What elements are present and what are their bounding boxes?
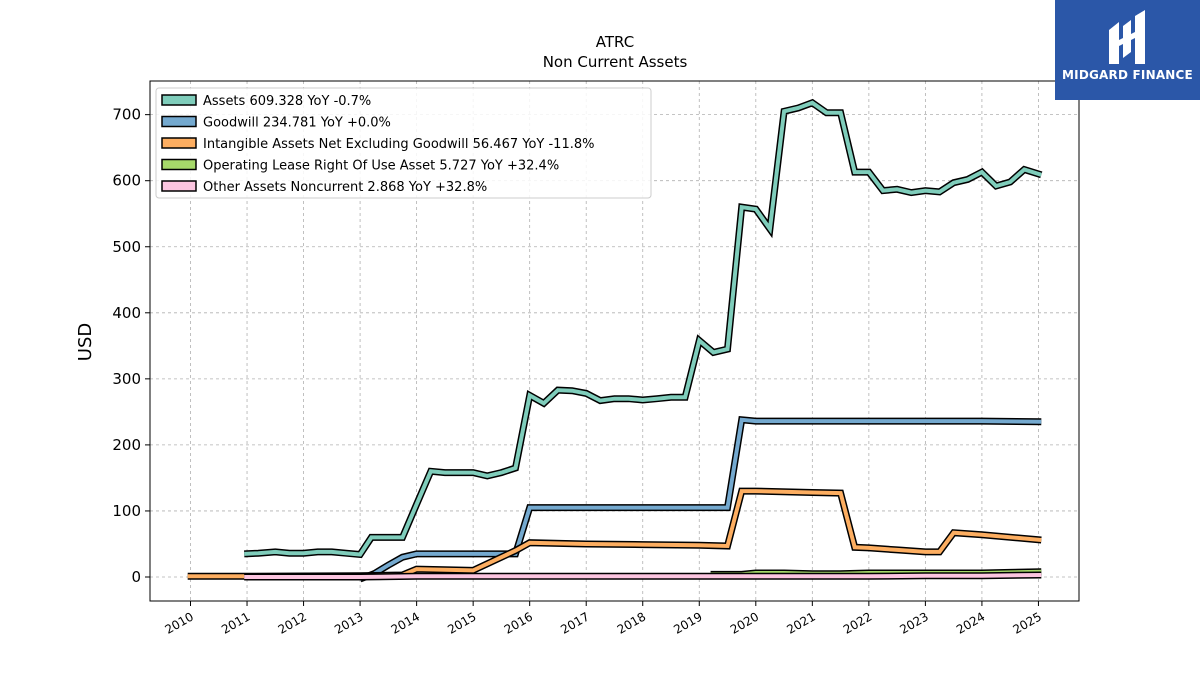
- series-line: [359, 417, 1042, 581]
- series-other-assets-noncurrent: [244, 571, 1042, 581]
- y-tick-label: 300: [112, 370, 141, 388]
- legend-label: Other Assets Noncurrent 2.868 YoY +32.8%: [203, 180, 487, 195]
- y-tick-label: 700: [112, 106, 141, 124]
- legend-swatch: [161, 180, 197, 192]
- x-tick-label: 2016: [502, 609, 535, 636]
- x-tick-label: 2019: [671, 609, 704, 636]
- y-tick-label: 400: [112, 304, 141, 322]
- x-tick-label: 2017: [558, 609, 591, 636]
- x-tick-label: 2012: [276, 609, 309, 636]
- y-axis-label: USD: [75, 323, 96, 361]
- legend-label: Intangible Assets Net Excluding Goodwill…: [203, 137, 594, 152]
- legend-swatch: [161, 137, 197, 149]
- x-tick-label: 2011: [219, 609, 252, 636]
- x-tick-label: 2025: [1010, 609, 1043, 636]
- series-line: [244, 100, 1042, 557]
- midgard-finance-logo: MIDGARD FINANCE: [1055, 0, 1200, 100]
- legend-swatch: [161, 158, 197, 171]
- logo-mark-icon: [1109, 10, 1145, 64]
- y-tick-label: 200: [112, 436, 141, 454]
- legend-label: Assets 609.328 YoY -0.7%: [203, 94, 371, 109]
- logo-text: MIDGARD FINANCE: [1062, 68, 1193, 82]
- x-tick-label: 2014: [389, 609, 422, 636]
- series-intangible-assets-net-excluding-goodwill: [187, 487, 1042, 580]
- y-tick-label: 600: [112, 172, 141, 190]
- legend-label: Operating Lease Right Of Use Asset 5.727…: [203, 159, 559, 174]
- y-axis-ticks: 0 100 200 300 400 500 600 700: [112, 106, 150, 586]
- legend-label: Goodwill 234.781 YoY +0.0%: [203, 116, 391, 131]
- x-tick-label: 2013: [332, 609, 365, 636]
- x-tick-label: 2010: [163, 609, 196, 636]
- x-tick-label: 2021: [784, 609, 817, 636]
- series-line: [244, 573, 1042, 579]
- legend-swatch: [161, 115, 197, 128]
- plot-frame: [149, 80, 1080, 602]
- x-tick-label: 2023: [897, 609, 930, 636]
- y-tick-label: 100: [112, 502, 141, 520]
- legend-box: [155, 87, 652, 199]
- series-lines: [187, 98, 1043, 583]
- chart-title: ATRC: [596, 33, 634, 51]
- series-assets: [244, 98, 1043, 559]
- x-tick-label: 2024: [954, 609, 987, 636]
- legend-swatch: [161, 94, 197, 106]
- x-tick-label: 2015: [445, 609, 478, 636]
- legend: Assets 609.328 YoY -0.7% Goodwill 234.781…: [155, 87, 652, 199]
- chart-subtitle: Non Current Assets: [543, 53, 688, 71]
- x-tick-label: 2018: [615, 609, 648, 636]
- x-tick-label: 2020: [728, 609, 761, 636]
- series-line: [187, 489, 1042, 579]
- x-tick-label: 2022: [841, 609, 874, 636]
- series-goodwill: [358, 416, 1042, 583]
- y-tick-label: 0: [131, 568, 141, 586]
- x-axis-ticks: 2010 2011 2012 2013 2014 2015 2016 2017 2018 2019…: [163, 601, 1044, 637]
- y-tick-label: 500: [112, 238, 141, 256]
